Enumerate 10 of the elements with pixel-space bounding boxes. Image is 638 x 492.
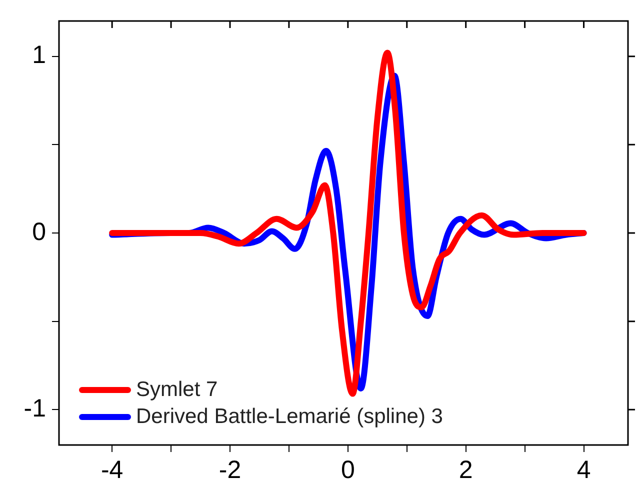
x-tick-label: -2 bbox=[218, 456, 242, 484]
legend-label: Symlet 7 bbox=[136, 378, 218, 402]
y-tick-label: 1 bbox=[32, 41, 46, 70]
x-tick-label: 0 bbox=[340, 456, 355, 484]
x-tick-label: 2 bbox=[458, 456, 473, 484]
x-tick-label: 4 bbox=[576, 456, 591, 484]
legend-label: Derived Battle-Lemarié (spline) 3 bbox=[136, 404, 443, 428]
x-tick-label: -4 bbox=[100, 456, 124, 484]
y-tick-label: 0 bbox=[32, 218, 46, 246]
y-tick-label: -1 bbox=[24, 394, 46, 423]
